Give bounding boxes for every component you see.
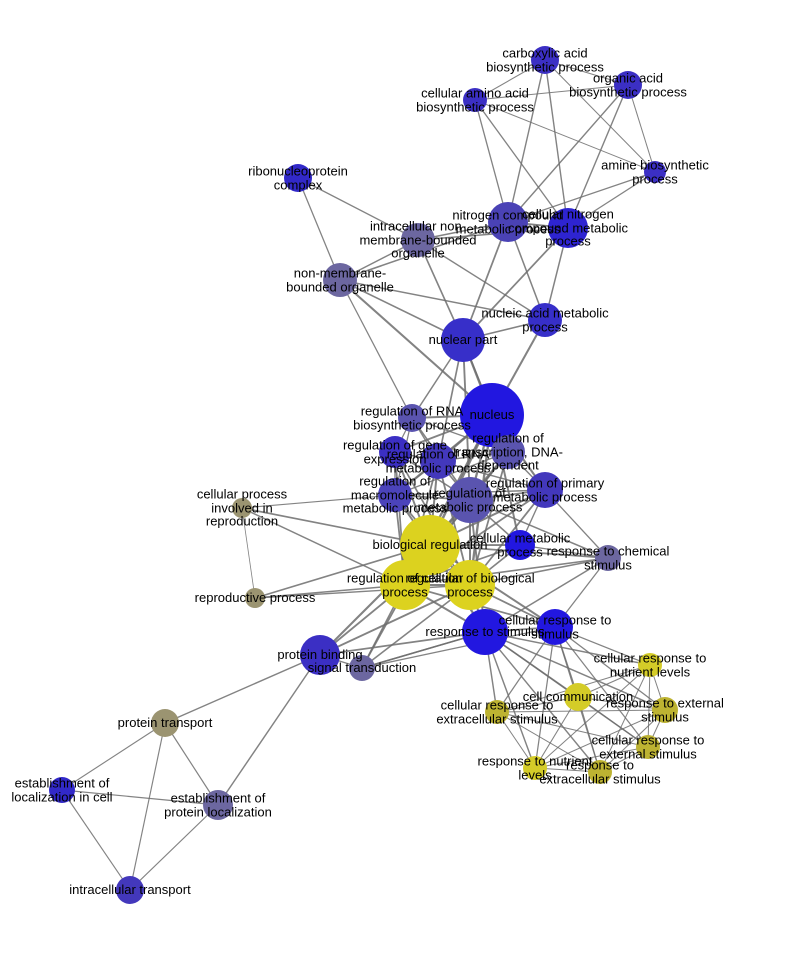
go-network-graph: carboxylic acid biosynthetic process orga… [0, 0, 786, 971]
go-term-node-regulation_of_macromolecule_metabolic[interactable] [378, 478, 412, 512]
edge-organic_acid_biosynthetic-cellular_nitrogen_compound_metabolic [568, 85, 628, 228]
go-term-node-cellular_response_to_stimulus[interactable] [537, 609, 573, 645]
edge-non_membrane_bounded_organelle-regulation_of_RNA_biosynthetic [340, 280, 412, 418]
edge-protein_transport-intracellular_transport [130, 723, 165, 890]
go-term-node-regulation_of_gene_expression[interactable] [379, 436, 411, 468]
go-term-node-regulation_of_metabolic_process[interactable] [447, 477, 493, 523]
edge-regulation_of_biological_process-reproductive_process [255, 585, 470, 598]
edge-establishment_of_protein_localization-intracellular_transport [130, 805, 218, 890]
go-term-node-signal_transduction[interactable] [349, 655, 375, 681]
go-term-node-carboxylic_acid_biosynthetic[interactable] [531, 46, 559, 74]
go-term-node-establishment_of_protein_localization[interactable] [203, 790, 233, 820]
go-term-node-regulation_of_biological_process[interactable] [445, 560, 495, 610]
go-term-node-regulation_of_RNA_biosynthetic[interactable] [398, 404, 426, 432]
go-term-node-cell_communication[interactable] [564, 683, 592, 711]
go-term-node-cellular_response_to_nutrient_levels[interactable] [638, 653, 662, 677]
edge-regulation_of_macromolecule_metabolic-cellular_process_involved_in_reproduction [242, 495, 395, 508]
go-term-node-regulation_of_cellular_process[interactable] [380, 560, 430, 610]
go-term-node-regulation_of_primary_metabolic_process[interactable] [527, 472, 563, 508]
go-term-node-reproductive_process[interactable] [245, 588, 265, 608]
go-term-node-nuclear_part[interactable] [441, 318, 485, 362]
go-term-node-response_to_chemical_stimulus[interactable] [595, 545, 621, 571]
go-term-node-organic_acid_biosynthetic[interactable] [614, 71, 642, 99]
go-term-node-response_to_nutrient_levels[interactable] [523, 756, 547, 780]
edge-cellular_response_to_nutrient_levels-response_to_nutrient_levels [535, 665, 650, 768]
go-term-node-ribonucleoprotein_complex[interactable] [284, 164, 312, 192]
go-term-node-cellular_process_involved_in_reproduction[interactable] [232, 498, 252, 518]
go-term-node-nucleic_acid_metabolic[interactable] [528, 303, 562, 337]
go-term-node-intracellular_transport[interactable] [116, 876, 144, 904]
edge-carboxylic_acid_biosynthetic-nitrogen_compound_metabolic [508, 60, 545, 222]
go-term-node-response_to_extracellular_stimulus[interactable] [588, 760, 612, 784]
edge-cellular_process_involved_in_reproduction-reproductive_process [242, 508, 255, 598]
edge-establishment_of_localization_in_cell-establishment_of_protein_localization [62, 790, 218, 805]
go-term-node-cellular_metabolic_process[interactable] [505, 530, 535, 560]
go-term-node-amine_biosynthetic[interactable] [644, 161, 666, 183]
edge-cellular_process_involved_in_reproduction-regulation_of_cellular_process [242, 508, 405, 585]
go-term-node-regulation_of_RNA_metabolic[interactable] [420, 443, 456, 479]
go-term-node-establishment_of_localization_in_cell[interactable] [49, 777, 75, 803]
go-term-node-cellular_response_to_extracellular_stimulus[interactable] [485, 700, 509, 724]
go-term-node-cellular_nitrogen_compound_metabolic[interactable] [548, 208, 588, 248]
go-term-node-cellular_amino_acid_biosynthetic[interactable] [463, 88, 487, 112]
go-term-node-protein_transport[interactable] [151, 709, 179, 737]
go-term-node-non_membrane_bounded_organelle[interactable] [323, 263, 357, 297]
go-term-node-cellular_response_to_external_stimulus[interactable] [636, 735, 660, 759]
edge-cellular_amino_acid_biosynthetic-amine_biosynthetic [475, 100, 655, 172]
go-term-node-response_to_external_stimulus[interactable] [652, 697, 678, 723]
go-term-node-intracellular_non_membrane_bounded_organelle[interactable] [401, 223, 435, 257]
edge-establishment_of_localization_in_cell-intracellular_transport [62, 790, 130, 890]
go-term-node-regulation_of_transcription_DNA_dependent[interactable] [491, 435, 525, 469]
edge-ribonucleoprotein_complex-intracellular_non_membrane_bounded_organelle [298, 178, 418, 240]
go-term-node-nitrogen_compound_metabolic[interactable] [488, 202, 528, 242]
edge-protein_transport-establishment_of_localization_in_cell [62, 723, 165, 790]
go-term-node-protein_binding[interactable] [300, 635, 340, 675]
go-term-node-response_to_stimulus[interactable] [462, 609, 508, 655]
